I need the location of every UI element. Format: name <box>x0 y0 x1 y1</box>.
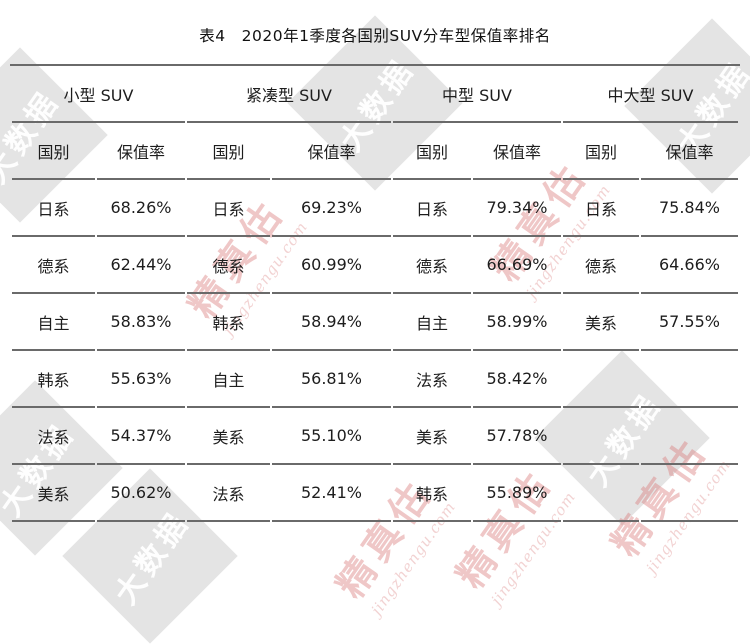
rate-cell: 57.55% <box>641 294 738 351</box>
country-cell: 韩系 <box>12 351 95 408</box>
country-cell: 日系 <box>393 180 471 237</box>
table-row: 韩系 55.63% 自主 56.81% 法系 58.42% <box>12 351 738 408</box>
col-header-country: 国别 <box>393 123 471 180</box>
country-cell: 日系 <box>12 180 95 237</box>
rate-cell: 58.83% <box>97 294 185 351</box>
country-cell: 美系 <box>187 408 270 465</box>
country-cell <box>563 465 639 522</box>
rate-cell: 79.34% <box>473 180 561 237</box>
country-cell: 法系 <box>187 465 270 522</box>
country-cell: 美系 <box>393 408 471 465</box>
rate-cell: 64.66% <box>641 237 738 294</box>
rate-cell <box>641 408 738 465</box>
rate-cell: 55.10% <box>272 408 391 465</box>
table-title: 表4 2020年1季度各国别SUV分车型保值率排名 <box>199 27 551 45</box>
col-header-rate: 保值率 <box>272 123 391 180</box>
col-header-country: 国别 <box>12 123 95 180</box>
rate-cell: 60.99% <box>272 237 391 294</box>
country-cell: 自主 <box>187 351 270 408</box>
col-header-rate: 保值率 <box>473 123 561 180</box>
group-header-small-suv: 小型 SUV <box>12 66 185 123</box>
rate-cell: 56.81% <box>272 351 391 408</box>
table-body: 日系 68.26% 日系 69.23% 日系 79.34% 日系 75.84% 德系 62.44%… <box>12 180 738 522</box>
country-cell: 自主 <box>12 294 95 351</box>
group-header-row: 小型 SUV 紧凑型 SUV 中型 SUV 中大型 SUV <box>12 66 738 123</box>
table-top-rule <box>10 64 740 66</box>
table-row: 日系 68.26% 日系 69.23% 日系 79.34% 日系 75.84% <box>12 180 738 237</box>
rate-cell: 62.44% <box>97 237 185 294</box>
country-cell: 日系 <box>563 180 639 237</box>
rate-cell: 57.78% <box>473 408 561 465</box>
rate-cell: 66.69% <box>473 237 561 294</box>
country-cell: 日系 <box>187 180 270 237</box>
rate-cell: 54.37% <box>97 408 185 465</box>
group-header-compact-suv: 紧凑型 SUV <box>187 66 391 123</box>
country-cell: 自主 <box>393 294 471 351</box>
table-row: 德系 62.44% 德系 60.99% 德系 66.69% 德系 64.66% <box>12 237 738 294</box>
country-cell: 韩系 <box>393 465 471 522</box>
col-header-rate: 保值率 <box>97 123 185 180</box>
rate-cell: 58.94% <box>272 294 391 351</box>
rate-cell: 50.62% <box>97 465 185 522</box>
col-header-country: 国别 <box>187 123 270 180</box>
rate-cell: 68.26% <box>97 180 185 237</box>
country-cell: 美系 <box>12 465 95 522</box>
country-cell: 法系 <box>393 351 471 408</box>
country-cell: 德系 <box>393 237 471 294</box>
column-header-row: 国别 保值率 国别 保值率 国别 保值率 国别 保值率 <box>12 123 738 180</box>
group-header-midlarge-suv: 中大型 SUV <box>563 66 738 123</box>
country-cell <box>563 351 639 408</box>
country-cell: 德系 <box>187 237 270 294</box>
rate-cell: 69.23% <box>272 180 391 237</box>
table-row: 法系 54.37% 美系 55.10% 美系 57.78% <box>12 408 738 465</box>
table-wrapper: 小型 SUV 紧凑型 SUV 中型 SUV 中大型 SUV 国别 保值率 国别 … <box>10 64 740 522</box>
country-cell: 德系 <box>563 237 639 294</box>
table-content: 表4 2020年1季度各国别SUV分车型保值率排名 小型 SUV 紧凑型 SUV… <box>0 0 750 522</box>
rate-cell: 55.89% <box>473 465 561 522</box>
rate-cell: 55.63% <box>97 351 185 408</box>
country-cell: 美系 <box>563 294 639 351</box>
col-header-rate: 保值率 <box>641 123 738 180</box>
country-cell: 德系 <box>12 237 95 294</box>
col-header-country: 国别 <box>563 123 639 180</box>
rate-cell: 58.99% <box>473 294 561 351</box>
country-cell <box>563 408 639 465</box>
country-cell: 法系 <box>12 408 95 465</box>
suv-retention-table: 小型 SUV 紧凑型 SUV 中型 SUV 中大型 SUV 国别 保值率 国别 … <box>10 66 740 522</box>
table-row: 自主 58.83% 韩系 58.94% 自主 58.99% 美系 57.55% <box>12 294 738 351</box>
rate-cell <box>641 351 738 408</box>
group-header-mid-suv: 中型 SUV <box>393 66 561 123</box>
table-row: 美系 50.62% 法系 52.41% 韩系 55.89% <box>12 465 738 522</box>
rate-cell <box>641 465 738 522</box>
rate-cell: 58.42% <box>473 351 561 408</box>
country-cell: 韩系 <box>187 294 270 351</box>
rate-cell: 52.41% <box>272 465 391 522</box>
rate-cell: 75.84% <box>641 180 738 237</box>
